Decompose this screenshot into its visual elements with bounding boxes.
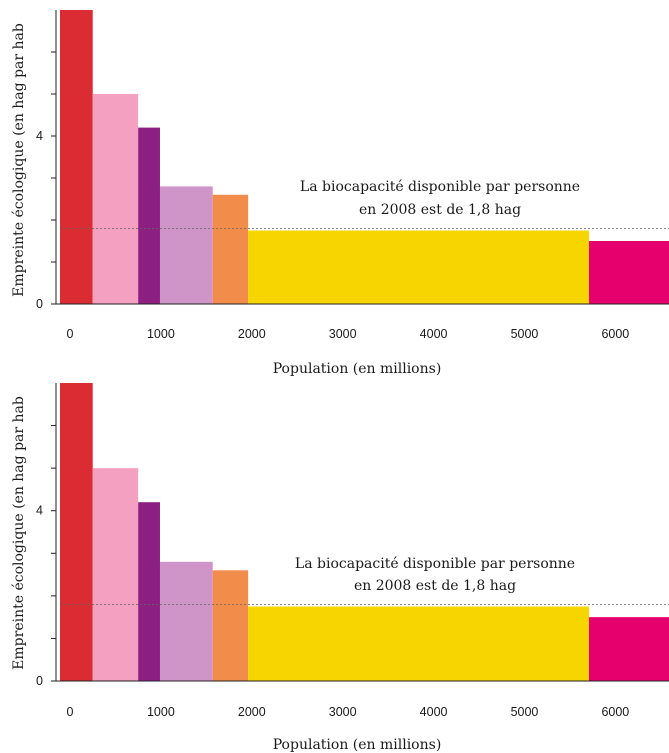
reference-label-line-2: en 2008 est de 1,8 hag xyxy=(354,578,516,594)
y-tick-label: 4 xyxy=(36,504,43,518)
x-tick-label: 2000 xyxy=(238,327,266,341)
bar-4 xyxy=(159,561,213,681)
x-tick-label: 3000 xyxy=(329,705,357,719)
y-axis-title: Empreinte écologique (en hag par hab xyxy=(11,23,27,297)
y-tick-label: 0 xyxy=(36,297,43,311)
x-tick-label: 1000 xyxy=(147,327,175,341)
bar-5 xyxy=(212,194,249,304)
bar-2 xyxy=(92,468,139,681)
bar-3 xyxy=(138,502,160,681)
x-tick-label: 4000 xyxy=(420,705,448,719)
reference-label-line-1: La biocapacité disponible par personne xyxy=(295,556,575,572)
x-tick-label: 0 xyxy=(67,327,74,341)
bar-5 xyxy=(212,570,249,681)
x-tick-label: 1000 xyxy=(147,705,175,719)
reference-label-line-1: La biocapacité disponible par personne xyxy=(300,179,580,195)
reference-label-line-2: en 2008 est de 1,8 hag xyxy=(359,202,521,218)
chart-panel-2: La biocapacité disponible par personne en… xyxy=(11,383,669,753)
bar-1 xyxy=(60,383,93,681)
chart-panel-1: La biocapacité disponible par personne en… xyxy=(11,10,669,377)
x-tick-label: 5000 xyxy=(511,327,539,341)
x-axis-title: Population (en millions) xyxy=(273,737,442,753)
bar-2 xyxy=(92,94,139,304)
bar-7 xyxy=(589,617,669,681)
x-axis-title: Population (en millions) xyxy=(273,361,442,377)
x-tick-label: 4000 xyxy=(420,327,448,341)
x-tick-label: 0 xyxy=(67,705,74,719)
x-tick-label: 3000 xyxy=(329,327,357,341)
x-tick-label: 2000 xyxy=(238,705,266,719)
bar-1 xyxy=(60,10,93,304)
bar-4 xyxy=(159,186,213,304)
bar-3 xyxy=(138,127,160,304)
bar-7 xyxy=(589,241,669,304)
bar-6 xyxy=(248,606,590,681)
bar-6 xyxy=(248,230,590,304)
y-axis-title: Empreinte écologique (en hag par hab xyxy=(11,396,27,670)
x-tick-label: 5000 xyxy=(511,705,539,719)
y-tick-label: 4 xyxy=(36,129,43,143)
y-tick-label: 0 xyxy=(36,674,43,688)
x-tick-label: 6000 xyxy=(601,327,629,341)
x-tick-label: 6000 xyxy=(601,705,629,719)
